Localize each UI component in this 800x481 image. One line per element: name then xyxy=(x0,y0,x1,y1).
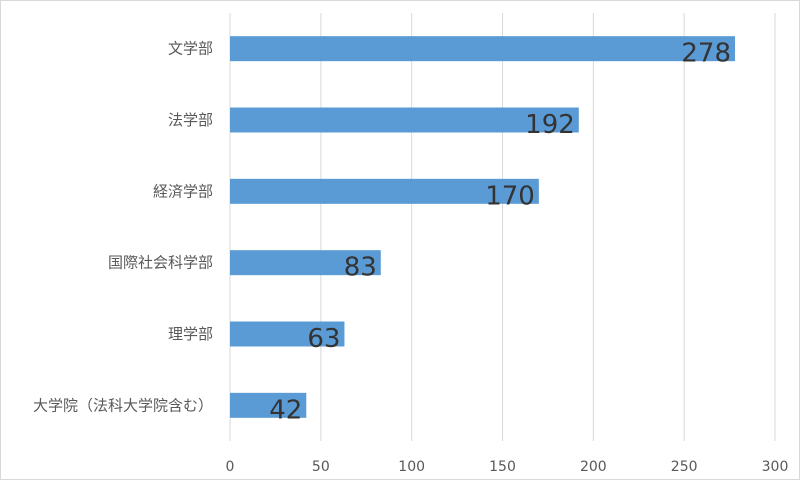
x-tick-label: 0 xyxy=(226,459,235,475)
x-tick-label: 200 xyxy=(580,459,607,475)
bar xyxy=(230,321,345,347)
data-label: 170 xyxy=(485,181,535,211)
gridlines xyxy=(229,13,776,441)
data-labels: 278 192 170 83 63 42 xyxy=(269,39,731,426)
x-tick-label: 250 xyxy=(671,459,698,475)
x-tick-label: 100 xyxy=(398,459,425,475)
x-tick-label: 300 xyxy=(762,459,789,475)
category-label: 理学部 xyxy=(168,325,213,343)
x-tick-label: 150 xyxy=(489,459,516,475)
bar xyxy=(230,36,736,62)
bars xyxy=(230,36,736,418)
bar xyxy=(230,107,579,133)
data-label: 278 xyxy=(681,39,731,69)
category-label: 法学部 xyxy=(168,111,213,129)
category-label: 経済学部 xyxy=(153,182,213,200)
data-label: 63 xyxy=(307,324,340,354)
data-label: 42 xyxy=(269,395,302,425)
category-label: 文学部 xyxy=(168,40,213,58)
bar xyxy=(230,250,381,276)
category-label: 大学院（法科大学院含む） xyxy=(33,396,213,414)
x-tick-label: 50 xyxy=(312,459,330,475)
category-label: 国際社会科学部 xyxy=(108,254,213,272)
data-label: 192 xyxy=(525,110,575,140)
bar xyxy=(230,392,307,418)
x-tick-labels: 0 50 100 150 200 250 300 xyxy=(226,459,789,475)
data-label: 83 xyxy=(344,253,377,283)
bar xyxy=(230,178,539,204)
